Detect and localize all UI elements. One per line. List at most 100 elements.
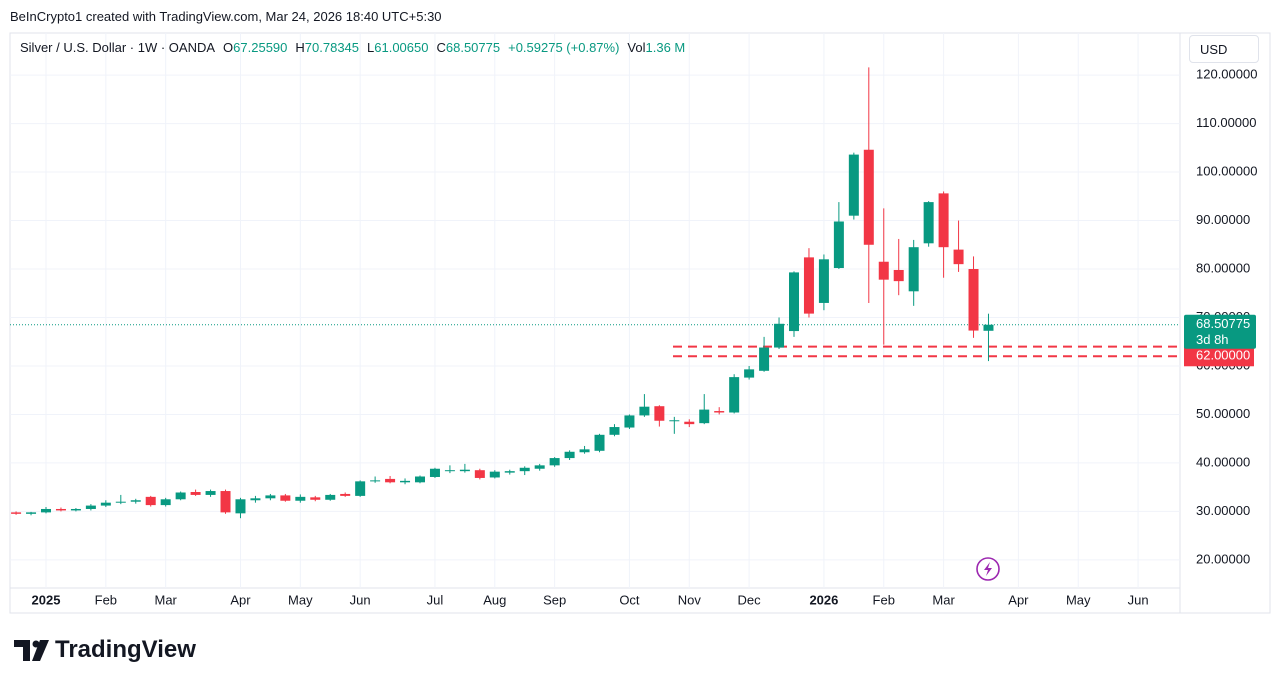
candle-body bbox=[265, 495, 276, 499]
candle-body bbox=[893, 269, 904, 282]
y-tick-label: 40.00000 bbox=[1196, 454, 1250, 469]
price-label-box bbox=[1184, 314, 1256, 349]
x-tick-label: Aug bbox=[483, 592, 506, 607]
candle-body bbox=[818, 259, 829, 303]
x-tick-label: Nov bbox=[678, 592, 702, 607]
grid bbox=[10, 33, 1180, 588]
candle-body bbox=[983, 324, 994, 331]
candle-body bbox=[41, 508, 51, 513]
attribution: BeInCrypto1 created with TradingView.com… bbox=[10, 9, 442, 24]
candle-body bbox=[280, 495, 291, 501]
candle-body bbox=[684, 421, 695, 425]
x-tick-label: Oct bbox=[619, 592, 640, 607]
x-tick-label: Jul bbox=[427, 592, 444, 607]
candle-body bbox=[429, 468, 440, 477]
y-tick-label: 120.00000 bbox=[1196, 67, 1257, 82]
candle-body bbox=[175, 492, 186, 500]
candle-body bbox=[669, 420, 680, 422]
candle-body bbox=[220, 491, 231, 513]
y-tick-label: 20.00000 bbox=[1196, 551, 1250, 566]
chart-frame bbox=[9, 32, 1271, 614]
x-tick-label: Apr bbox=[230, 592, 251, 607]
candle-body bbox=[534, 465, 545, 469]
x-tick-label: 2025 bbox=[32, 592, 61, 607]
price-countdown: 3d 8h bbox=[1196, 332, 1229, 347]
candle-body bbox=[325, 494, 336, 500]
legend-value: 61.00650 bbox=[374, 40, 429, 55]
candle-body bbox=[833, 221, 844, 269]
y-tick-label: 90.00000 bbox=[1196, 212, 1250, 227]
candle-body bbox=[115, 501, 126, 503]
candle-body bbox=[100, 502, 111, 506]
legend-key: L bbox=[367, 40, 375, 55]
x-tick-label: Jun bbox=[1128, 592, 1149, 607]
candle-body bbox=[11, 512, 22, 514]
y-tick-label: 100.00000 bbox=[1196, 163, 1257, 178]
candle-body bbox=[250, 498, 261, 501]
symbol-title: Silver / U.S. Dollar · 1W · OANDA bbox=[20, 40, 216, 55]
candle-body bbox=[190, 492, 201, 495]
candle-body bbox=[504, 471, 515, 473]
candle-body bbox=[400, 480, 411, 483]
candle-body bbox=[130, 500, 141, 502]
candle-body bbox=[160, 499, 171, 506]
candle-body bbox=[370, 480, 381, 482]
legend: Silver / U.S. Dollar · 1W · OANDA O 67.25… bbox=[20, 40, 685, 55]
currency-button[interactable]: USD bbox=[1189, 35, 1259, 63]
candle-body bbox=[624, 415, 635, 428]
legend-key: Vol bbox=[627, 40, 646, 55]
legend-value: 70.78345 bbox=[304, 40, 360, 55]
marks bbox=[10, 67, 1180, 519]
legend-key: C bbox=[436, 40, 446, 55]
candle-body bbox=[594, 434, 605, 451]
candle-body bbox=[923, 202, 934, 244]
candle-body bbox=[415, 476, 425, 483]
x-tick-label: Feb bbox=[95, 592, 117, 607]
legend-value: 1.36 M bbox=[645, 40, 686, 55]
x-tick-label: May bbox=[1066, 592, 1091, 607]
x-tick-label: Sep bbox=[543, 592, 566, 607]
candle-body bbox=[609, 427, 620, 435]
candle-body bbox=[519, 467, 530, 472]
candle-body bbox=[85, 505, 96, 509]
candle-body bbox=[549, 458, 560, 466]
candle-body bbox=[699, 409, 710, 424]
x-tick-label: Feb bbox=[873, 592, 895, 607]
candle-body bbox=[489, 471, 500, 478]
y-tick-label: 50.00000 bbox=[1196, 406, 1250, 421]
candle-body bbox=[654, 406, 665, 421]
candle-body bbox=[774, 323, 785, 348]
brand-logo bbox=[14, 640, 49, 661]
candle-body bbox=[55, 508, 66, 511]
candle-body bbox=[310, 497, 321, 500]
candle-body bbox=[474, 470, 485, 478]
x-tick-label: 2026 bbox=[809, 592, 838, 607]
candle-body bbox=[385, 478, 396, 483]
candle-body bbox=[564, 451, 575, 459]
legend-value: 67.25590 bbox=[233, 40, 288, 55]
candle-body bbox=[744, 369, 755, 378]
brand: TradingView bbox=[55, 636, 196, 663]
level-label: 62.00000 bbox=[1196, 348, 1250, 363]
candle-body bbox=[714, 411, 725, 413]
candle-body bbox=[145, 496, 156, 506]
candle-body bbox=[340, 493, 351, 496]
candle-body bbox=[878, 261, 889, 280]
alert-icon bbox=[976, 557, 1000, 581]
y-tick-label: 110.00000 bbox=[1196, 115, 1257, 130]
candle-body bbox=[729, 377, 740, 413]
legend-change: +0.59275 (+0.87%) bbox=[508, 40, 620, 55]
x-tick-label: Dec bbox=[738, 592, 762, 607]
y-tick-label: 30.00000 bbox=[1196, 503, 1250, 518]
legend-key: O bbox=[223, 40, 234, 55]
candle-body bbox=[295, 496, 306, 501]
x-tick-label: Mar bbox=[154, 592, 177, 607]
candle-body bbox=[444, 470, 455, 472]
x-tick-label: Mar bbox=[932, 592, 955, 607]
candle-body bbox=[953, 249, 964, 265]
candle-body bbox=[459, 469, 470, 472]
candle-body bbox=[235, 499, 246, 514]
legend-value: 68.50775 bbox=[445, 40, 501, 55]
